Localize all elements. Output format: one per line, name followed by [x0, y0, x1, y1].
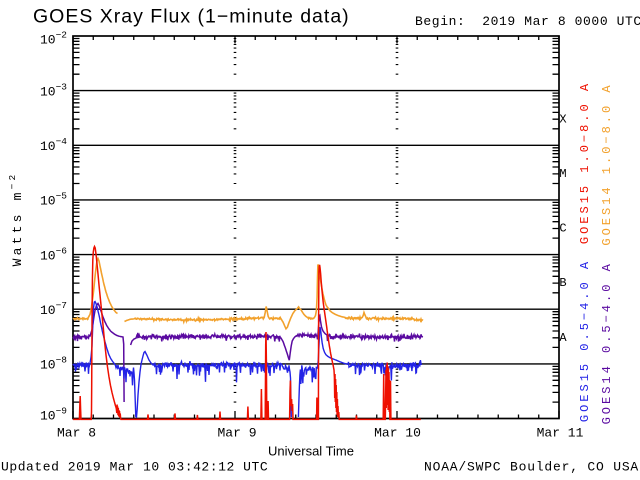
- svg-text:B: B: [559, 276, 566, 290]
- svg-text:GOES15 0.5−4.0 A: GOES15 0.5−4.0 A: [578, 259, 592, 422]
- svg-text:Begin: 2019 Mar 8 0000 UTC: Begin: 2019 Mar 8 0000 UTC: [415, 14, 640, 29]
- svg-text:GOES14 1.0−8.0 A: GOES14 1.0−8.0 A: [600, 82, 614, 245]
- svg-text:C: C: [559, 222, 566, 236]
- svg-text:Mar 8: Mar 8: [57, 426, 96, 441]
- svg-text:GOES15 1.0−8.0 A: GOES15 1.0−8.0 A: [578, 81, 592, 244]
- svg-text:M: M: [559, 167, 566, 181]
- svg-text:GOES Xray Flux (1−minute data): GOES Xray Flux (1−minute data): [33, 6, 350, 28]
- svg-text:A: A: [559, 331, 567, 345]
- svg-text:Mar 10: Mar 10: [374, 426, 421, 441]
- svg-text:GOES14 0.5−4.0 A: GOES14 0.5−4.0 A: [600, 261, 614, 424]
- svg-text:Updated 2019 Mar 10 03:42:12 U: Updated 2019 Mar 10 03:42:12 UTC: [1, 460, 268, 475]
- svg-text:NOAA/SWPC Boulder, CO USA: NOAA/SWPC Boulder, CO USA: [424, 460, 639, 475]
- svg-text:Watts m−2: Watts m−2: [7, 172, 25, 267]
- svg-text:Mar 11: Mar 11: [537, 426, 584, 441]
- svg-text:Universal Time: Universal Time: [268, 444, 354, 459]
- svg-text:X: X: [559, 113, 566, 127]
- svg-text:Mar 9: Mar 9: [217, 426, 256, 441]
